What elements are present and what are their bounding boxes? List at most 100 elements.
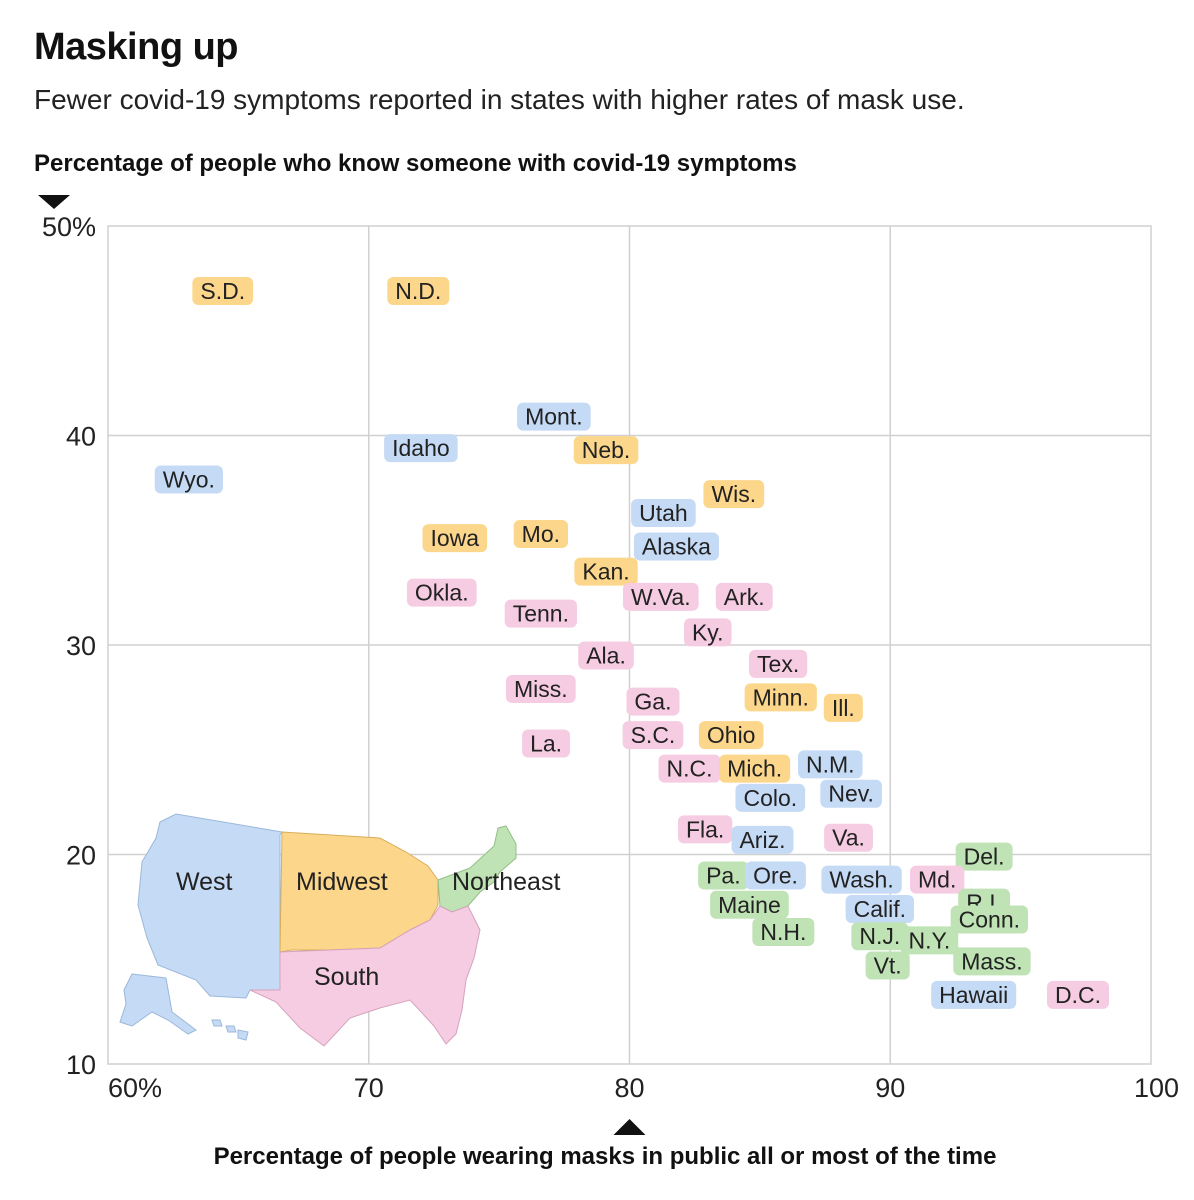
data-point-label: Ga. [634,689,671,715]
data-point-marker [658,754,721,783]
data-point-label: Kan. [582,559,629,585]
data-point-label: Ohio [707,722,756,748]
alaska-shape [119,973,197,1035]
data-point: Maine [710,890,789,919]
data-point-marker [735,783,806,812]
y-tick-label: 30 [66,631,96,661]
data-point-marker [387,276,450,305]
data-point-marker [900,926,959,955]
data-point-label: Ky. [692,619,724,645]
data-point: Mont. [517,402,591,431]
data-point: Md. [910,865,965,894]
data-point: Conn. [950,905,1029,934]
data-point-marker [406,578,477,607]
data-point-marker [950,905,1029,934]
data-point-label: Ore. [753,862,798,888]
data-points: S.D. N.D. Mont. Idaho Neb. Wyo. Wis. Utah Iowa Mo… [154,276,1109,1009]
data-point-label: Tenn. [513,601,569,627]
region-label-west: West [176,868,233,896]
data-point-label: Calif. [854,896,906,922]
data-point-label: Del. [964,844,1005,870]
x-axis-title: Percentage of people wearing masks in pu… [213,1143,997,1170]
data-point: Okla. [406,578,477,607]
data-point-marker [573,436,639,465]
data-point-label: Ala. [586,642,626,668]
data-point: Idaho [384,434,458,463]
data-point-marker [703,480,765,509]
data-point: W.Va. [622,582,699,611]
data-point-marker [513,519,569,548]
data-point: Ky. [683,618,732,647]
data-point-marker [517,402,591,431]
data-point-marker [865,951,910,980]
data-point-marker [698,721,764,750]
data-point: Fla. [677,815,733,844]
data-point: S.C. [622,721,684,750]
data-point-marker [820,779,882,808]
x-tick-label: 70 [354,1073,384,1103]
region-label-northeast: Northeast [452,868,560,896]
data-point: S.D. [192,276,254,305]
data-point-marker [821,865,902,894]
data-point-label: W.Va. [631,584,691,610]
data-point: N.Y. [900,926,959,955]
data-point-label: Conn. [959,906,1020,932]
data-point-marker [752,918,815,947]
data-point-marker [744,683,817,712]
data-point: Neb. [573,436,639,465]
y-tick-label: 50% [42,212,96,242]
data-point-marker [955,842,1013,871]
chart-subtitle: Fewer covid-19 symptoms reported in stat… [34,84,965,115]
data-point: Vt. [865,951,910,980]
data-point: Tex. [749,649,808,678]
data-point-marker [683,618,732,647]
data-point-label: Alaska [642,534,711,560]
data-point-marker [953,947,1031,976]
x-tick-label: 60% [108,1073,162,1103]
data-point-label: Wyo. [163,466,215,492]
data-point: Mo. [513,519,569,548]
data-point-marker [749,649,808,678]
data-point-label: Hawaii [939,982,1008,1008]
data-point-label: Colo. [743,785,797,811]
y-tick-label: 40 [66,422,96,452]
data-point-label: Idaho [392,435,450,461]
chart-title: Masking up [34,26,239,68]
data-point: N.H. [752,918,815,947]
data-point-label: N.J. [859,923,900,949]
data-point-label: Tex. [757,651,799,677]
data-point-marker [154,465,223,494]
x-axis-arrow-icon [613,1119,646,1135]
data-point: Ga. [626,687,680,716]
region-label-midwest: Midwest [296,868,388,896]
data-point-marker [574,557,638,586]
data-point-marker [384,434,458,463]
data-point-label: Nev. [828,781,874,807]
data-point-label: Pa. [706,862,741,888]
data-point-marker [578,641,634,670]
data-point: Nev. [820,779,882,808]
data-point-label: Mass. [961,948,1022,974]
data-point: Miss. [506,674,576,703]
data-point-marker [677,815,733,844]
data-point-label: Mich. [727,756,782,782]
data-point: Iowa [422,524,488,553]
data-point: Ark. [715,582,773,611]
data-point-marker [622,721,684,750]
x-axis: 60% 70 80 90 100 [108,1073,1179,1103]
data-point-marker [698,861,749,890]
data-point-label: Wis. [711,481,756,507]
data-point-marker [622,582,699,611]
data-point-label: N.D. [395,278,441,304]
data-point-label: Ark. [724,584,765,610]
data-point: Wyo. [154,465,223,494]
data-point: Colo. [735,783,806,812]
data-point: Mich. [719,754,791,783]
data-point-label: S.D. [200,278,245,304]
region-west-shape [137,813,283,999]
data-point: Ore. [745,861,806,890]
data-point-label: D.C. [1055,982,1101,1008]
data-point-marker [910,865,965,894]
data-point-label: Fla. [686,816,724,842]
